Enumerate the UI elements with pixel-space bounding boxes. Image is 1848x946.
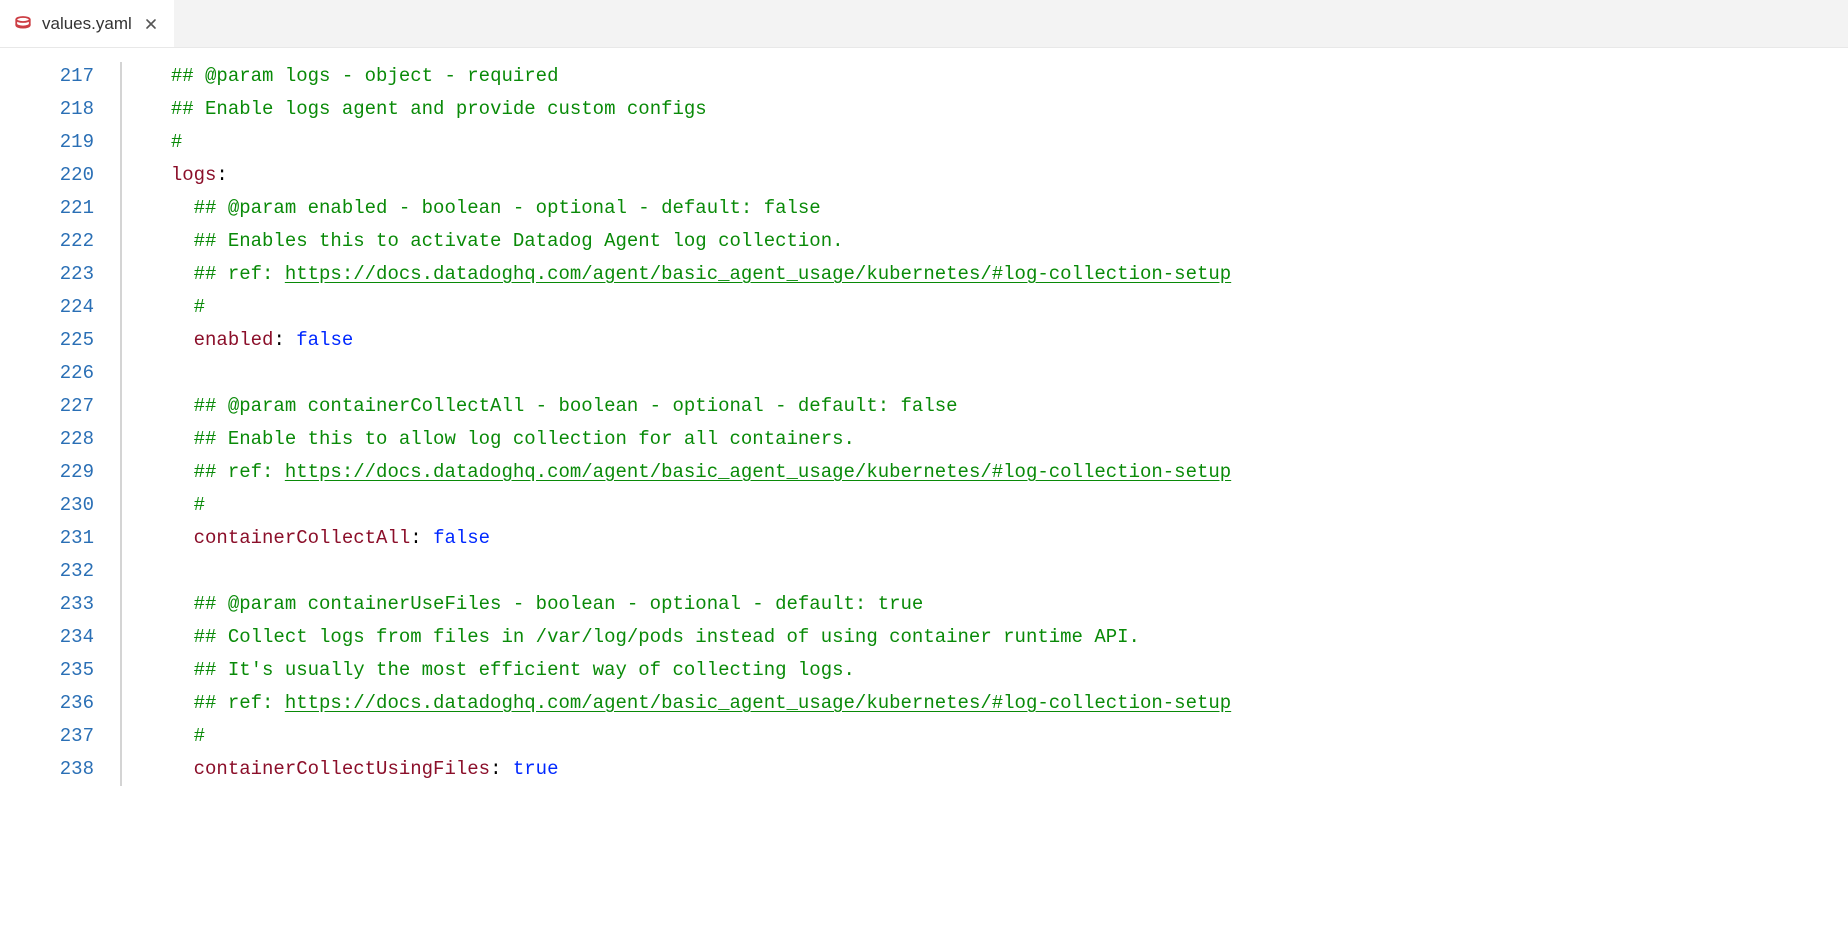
line-number: 231 [0,522,94,555]
code-line[interactable]: ## @param enabled - boolean - optional -… [148,192,1848,225]
close-icon[interactable] [142,15,160,33]
line-number: 234 [0,621,94,654]
token-comment: ## @param enabled - boolean - optional -… [194,197,821,219]
code-line[interactable]: ## @param containerUseFiles - boolean - … [148,588,1848,621]
token-plain: : [410,527,433,549]
token-plain: : [273,329,296,351]
line-number: 227 [0,390,94,423]
line-number: 218 [0,93,94,126]
code-line[interactable]: enabled: false [148,324,1848,357]
token-comment: ## ref: [194,263,285,285]
code-line[interactable]: # [148,126,1848,159]
token-plain: : [216,164,227,186]
code-line[interactable]: # [148,720,1848,753]
line-number: 219 [0,126,94,159]
token-comment: # [194,494,205,516]
token-comment: ## Enable this to allow log collection f… [194,428,855,450]
yaml-file-icon [14,15,32,33]
code-line[interactable]: ## Enable logs agent and provide custom … [148,93,1848,126]
token-comment: # [194,725,205,747]
line-number: 224 [0,291,94,324]
token-key: enabled [194,329,274,351]
token-bool: false [433,527,490,549]
line-number: 237 [0,720,94,753]
code-line[interactable]: # [148,489,1848,522]
line-number: 230 [0,489,94,522]
line-number: 232 [0,555,94,588]
token-plain: : [490,758,513,780]
line-number: 233 [0,588,94,621]
token-link[interactable]: https://docs.datadoghq.com/agent/basic_a… [285,692,1231,714]
token-comment: ## ref: [194,461,285,483]
token-comment: ## @param containerCollectAll - boolean … [194,395,958,417]
tab-values-yaml[interactable]: values.yaml [0,0,174,47]
token-comment: ## Enables this to activate Datadog Agen… [194,230,844,252]
code-line[interactable]: containerCollectUsingFiles: true [148,753,1848,786]
line-number: 222 [0,225,94,258]
token-key: logs [171,164,217,186]
code-line[interactable]: ## Enable this to allow log collection f… [148,423,1848,456]
token-bool: true [513,758,559,780]
line-number: 236 [0,687,94,720]
code-line[interactable] [148,555,1848,588]
line-number: 221 [0,192,94,225]
code-line[interactable]: ## @param containerCollectAll - boolean … [148,390,1848,423]
line-number: 226 [0,357,94,390]
line-number: 229 [0,456,94,489]
tab-bar: values.yaml [0,0,1848,48]
token-key: containerCollectUsingFiles [194,758,490,780]
token-link[interactable]: https://docs.datadoghq.com/agent/basic_a… [285,263,1231,285]
code-line[interactable]: ## ref: https://docs.datadoghq.com/agent… [148,456,1848,489]
fold-guide [112,48,136,786]
token-comment: ## @param logs - object - required [171,65,559,87]
token-comment: # [194,296,205,318]
line-number: 228 [0,423,94,456]
code-line[interactable]: ## Enables this to activate Datadog Agen… [148,225,1848,258]
token-comment: ## Enable logs agent and provide custom … [171,98,707,120]
line-number: 220 [0,159,94,192]
code-line[interactable]: ## Collect logs from files in /var/log/p… [148,621,1848,654]
token-comment: # [171,131,182,153]
token-bool: false [296,329,353,351]
tab-label: values.yaml [42,14,132,34]
token-comment: ## It's usually the most efficient way o… [194,659,855,681]
code-line[interactable]: ## ref: https://docs.datadoghq.com/agent… [148,258,1848,291]
code-line[interactable]: # [148,291,1848,324]
token-comment: ## ref: [194,692,285,714]
code-content[interactable]: ## @param logs - object - required ## En… [136,48,1848,786]
line-number: 225 [0,324,94,357]
code-line[interactable]: logs: [148,159,1848,192]
code-editor[interactable]: 2172182192202212222232242252262272282292… [0,48,1848,786]
line-number-gutter: 2172182192202212222232242252262272282292… [0,48,112,786]
token-comment: ## Collect logs from files in /var/log/p… [194,626,1140,648]
code-line[interactable]: containerCollectAll: false [148,522,1848,555]
code-line[interactable] [148,357,1848,390]
code-line[interactable]: ## ref: https://docs.datadoghq.com/agent… [148,687,1848,720]
token-key: containerCollectAll [194,527,411,549]
line-number: 223 [0,258,94,291]
line-number: 235 [0,654,94,687]
token-comment: ## @param containerUseFiles - boolean - … [194,593,924,615]
line-number: 217 [0,60,94,93]
line-number: 238 [0,753,94,786]
code-line[interactable]: ## @param logs - object - required [148,60,1848,93]
code-line[interactable]: ## It's usually the most efficient way o… [148,654,1848,687]
token-link[interactable]: https://docs.datadoghq.com/agent/basic_a… [285,461,1231,483]
